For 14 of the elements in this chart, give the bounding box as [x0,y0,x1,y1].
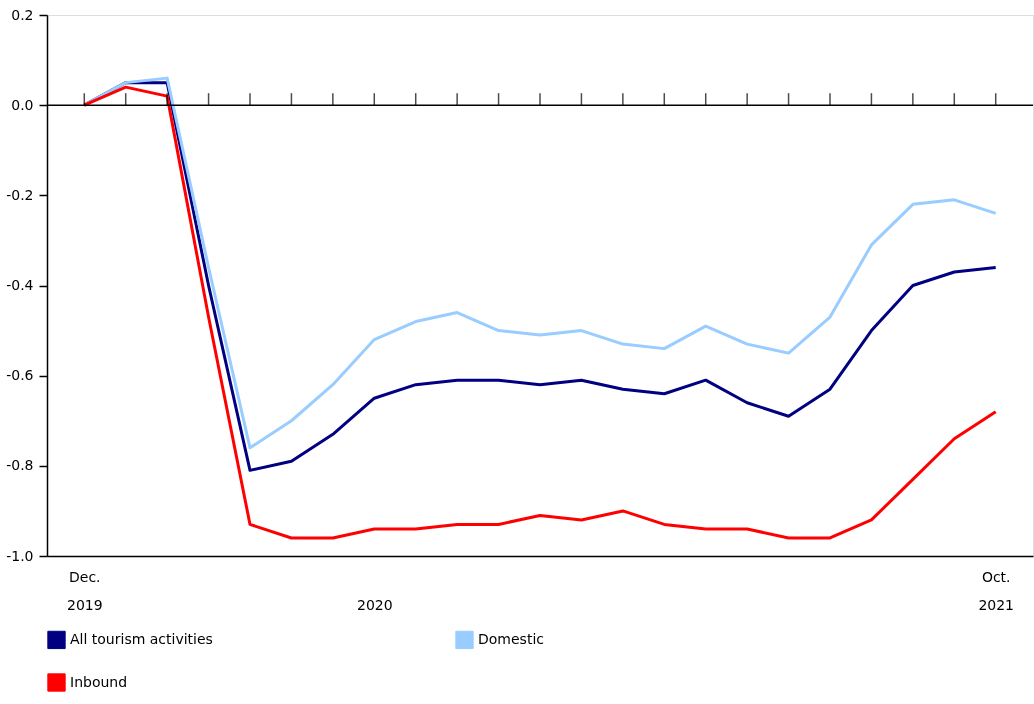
legend-label: Domestic [478,630,544,647]
y-tick-label: 0.0 [11,96,34,113]
legend-label: Inbound [70,673,128,690]
y-tick-label: -0.4 [6,277,34,293]
y-tick-label: -0.6 [6,367,34,384]
x-tick-label: Dec. 2019 [66,568,103,613]
y-tick-label: -1.0 [6,547,34,564]
line-series [82,85,998,540]
y-tick-label: -0.8 [6,457,34,474]
y-tick-label: -0.2 [6,186,34,203]
legend-label: All tourism activities [70,630,213,647]
x-tick-label: 2020 [356,596,393,613]
x-tick-label: Oct. 2021 [978,568,1015,613]
y-tick-label: 0.2 [11,6,34,23]
